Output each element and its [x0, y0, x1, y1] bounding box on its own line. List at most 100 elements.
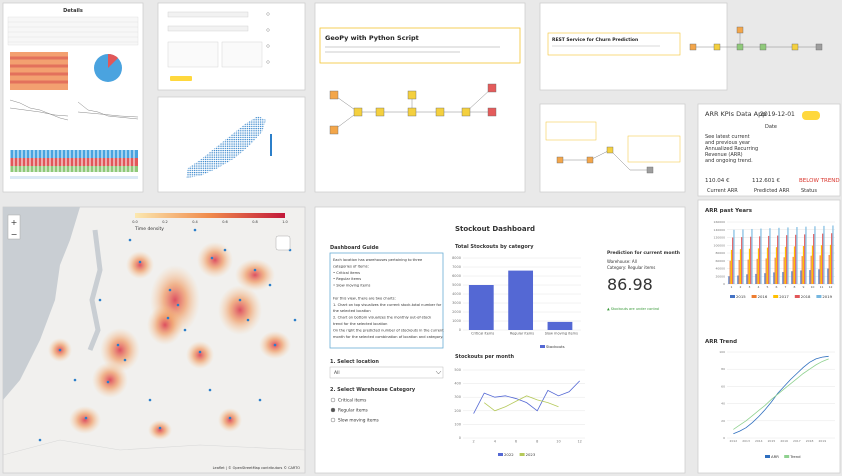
y-tick-label: 160000: [714, 220, 726, 224]
radio[interactable]: [330, 407, 336, 413]
x-tick-label: 7: [785, 285, 787, 289]
x-tick-label: 6: [776, 285, 778, 289]
layers-button[interactable]: [275, 235, 291, 251]
guide-line: month for the selected combination of lo…: [333, 335, 443, 339]
radio[interactable]: [266, 28, 270, 32]
category-options: Critical items Regular items Slow moving i…: [330, 397, 380, 424]
input[interactable]: [167, 11, 249, 18]
button[interactable]: [170, 76, 192, 81]
zoom-out[interactable]: −: [11, 230, 18, 239]
radio[interactable]: [330, 417, 336, 423]
bar: [829, 244, 832, 284]
bar: [832, 225, 834, 284]
description-line: See latest current: [705, 134, 750, 140]
color-scale: [270, 134, 272, 156]
bar: [831, 233, 833, 284]
border: [2, 439, 306, 456]
workflow-nodes: [689, 26, 823, 51]
y-tick-label: 20000: [715, 274, 725, 278]
line-chart: [77, 101, 139, 120]
legend-gradient: [135, 213, 285, 218]
zoom-in[interactable]: +: [11, 218, 18, 227]
bar: [755, 273, 757, 284]
y-tick-label: 100000: [714, 243, 726, 247]
radio[interactable]: [330, 397, 336, 403]
bar: [742, 229, 744, 284]
x-tick-label: 2018: [806, 439, 814, 443]
bar: [819, 255, 821, 284]
bar: [774, 257, 776, 284]
radio[interactable]: [266, 12, 270, 16]
guide-line: 1. Chart on top visualizes the current s…: [333, 303, 442, 307]
y-tick-label: 60000: [715, 259, 725, 263]
radio-label: Regular items: [338, 408, 369, 414]
guide-line: • Critical items: [333, 271, 360, 275]
pie-slice: [108, 53, 118, 68]
x-tick-label: 8: [536, 440, 538, 444]
legend-label: 2017: [779, 294, 789, 299]
legend-label: 2018: [801, 294, 811, 299]
panel-title: Details: [63, 8, 83, 14]
bar: [783, 257, 785, 284]
bar: [764, 273, 766, 284]
kpi-label: Predicted ARR: [754, 188, 790, 194]
location-label: 1. Select location: [330, 359, 379, 365]
node: [606, 146, 614, 154]
y-tick-label: 100: [719, 350, 725, 354]
bar: [782, 271, 784, 284]
guide-box: [329, 252, 444, 349]
bar: [737, 275, 739, 284]
zoom-control[interactable]: [7, 214, 21, 240]
location-value: All: [334, 370, 340, 376]
water: [3, 207, 80, 400]
guide-line: 2. Chart on bottom visualizes the monthl…: [333, 316, 432, 320]
bar: [747, 259, 749, 284]
x-tick-label: Regular items: [510, 332, 534, 336]
x-tick-label: 2: [740, 285, 742, 289]
bar: [748, 248, 751, 284]
bar: [809, 270, 811, 284]
table-rows: [8, 21, 138, 43]
bar: [804, 234, 806, 284]
form-panel: [157, 2, 306, 91]
legend-ticks: 0.0 0.2 0.4 0.6 0.8 1.0: [132, 220, 288, 224]
guide-line: trend for the selected location: [333, 322, 387, 326]
y-tick-label: 400: [454, 382, 461, 386]
legend-label: 2023: [526, 452, 536, 457]
x-tick-label: 10: [556, 440, 560, 444]
input[interactable]: [167, 25, 249, 32]
scatter-cloud: [186, 116, 266, 178]
radio[interactable]: [266, 60, 270, 64]
radio[interactable]: [266, 44, 270, 48]
list[interactable]: [167, 41, 219, 68]
bar: [773, 272, 775, 284]
x-tick-label: Critical items: [471, 332, 494, 336]
y-tick-label: 300: [454, 395, 461, 399]
bar: [822, 233, 824, 284]
guide-line: • Regular items: [333, 277, 361, 281]
bar: [796, 227, 798, 284]
bar: [729, 260, 731, 284]
legend-label: ARR: [771, 454, 779, 459]
button[interactable]: [802, 111, 820, 120]
y-tick-label: 5000: [452, 283, 461, 287]
x-tick-label: 2014: [755, 439, 763, 443]
x-tick-label: 6: [515, 440, 517, 444]
y-tick-label: 120000: [714, 236, 726, 240]
list[interactable]: [221, 41, 263, 68]
workflow-nodes: [329, 83, 497, 135]
kpi-cards: 110.04 € Current ARR 112.601 € Predicted AR…: [705, 178, 840, 194]
x-tick-label: 12: [829, 285, 833, 289]
y-tick-label: 100: [454, 422, 461, 426]
legend-swatch: [519, 453, 525, 456]
x-tick-label: 2016: [780, 439, 788, 443]
guide-line: • Slow moving items: [333, 284, 370, 288]
app-title: ARR KPIs Data App: [705, 110, 766, 118]
kpi-value: BELOW TREND: [799, 178, 840, 184]
x-tick-label: 2017: [793, 439, 801, 443]
category-label: 2. Select Warehouse Category: [330, 387, 416, 393]
location-select[interactable]: [329, 366, 444, 379]
x-tick-label: 4: [494, 440, 497, 444]
